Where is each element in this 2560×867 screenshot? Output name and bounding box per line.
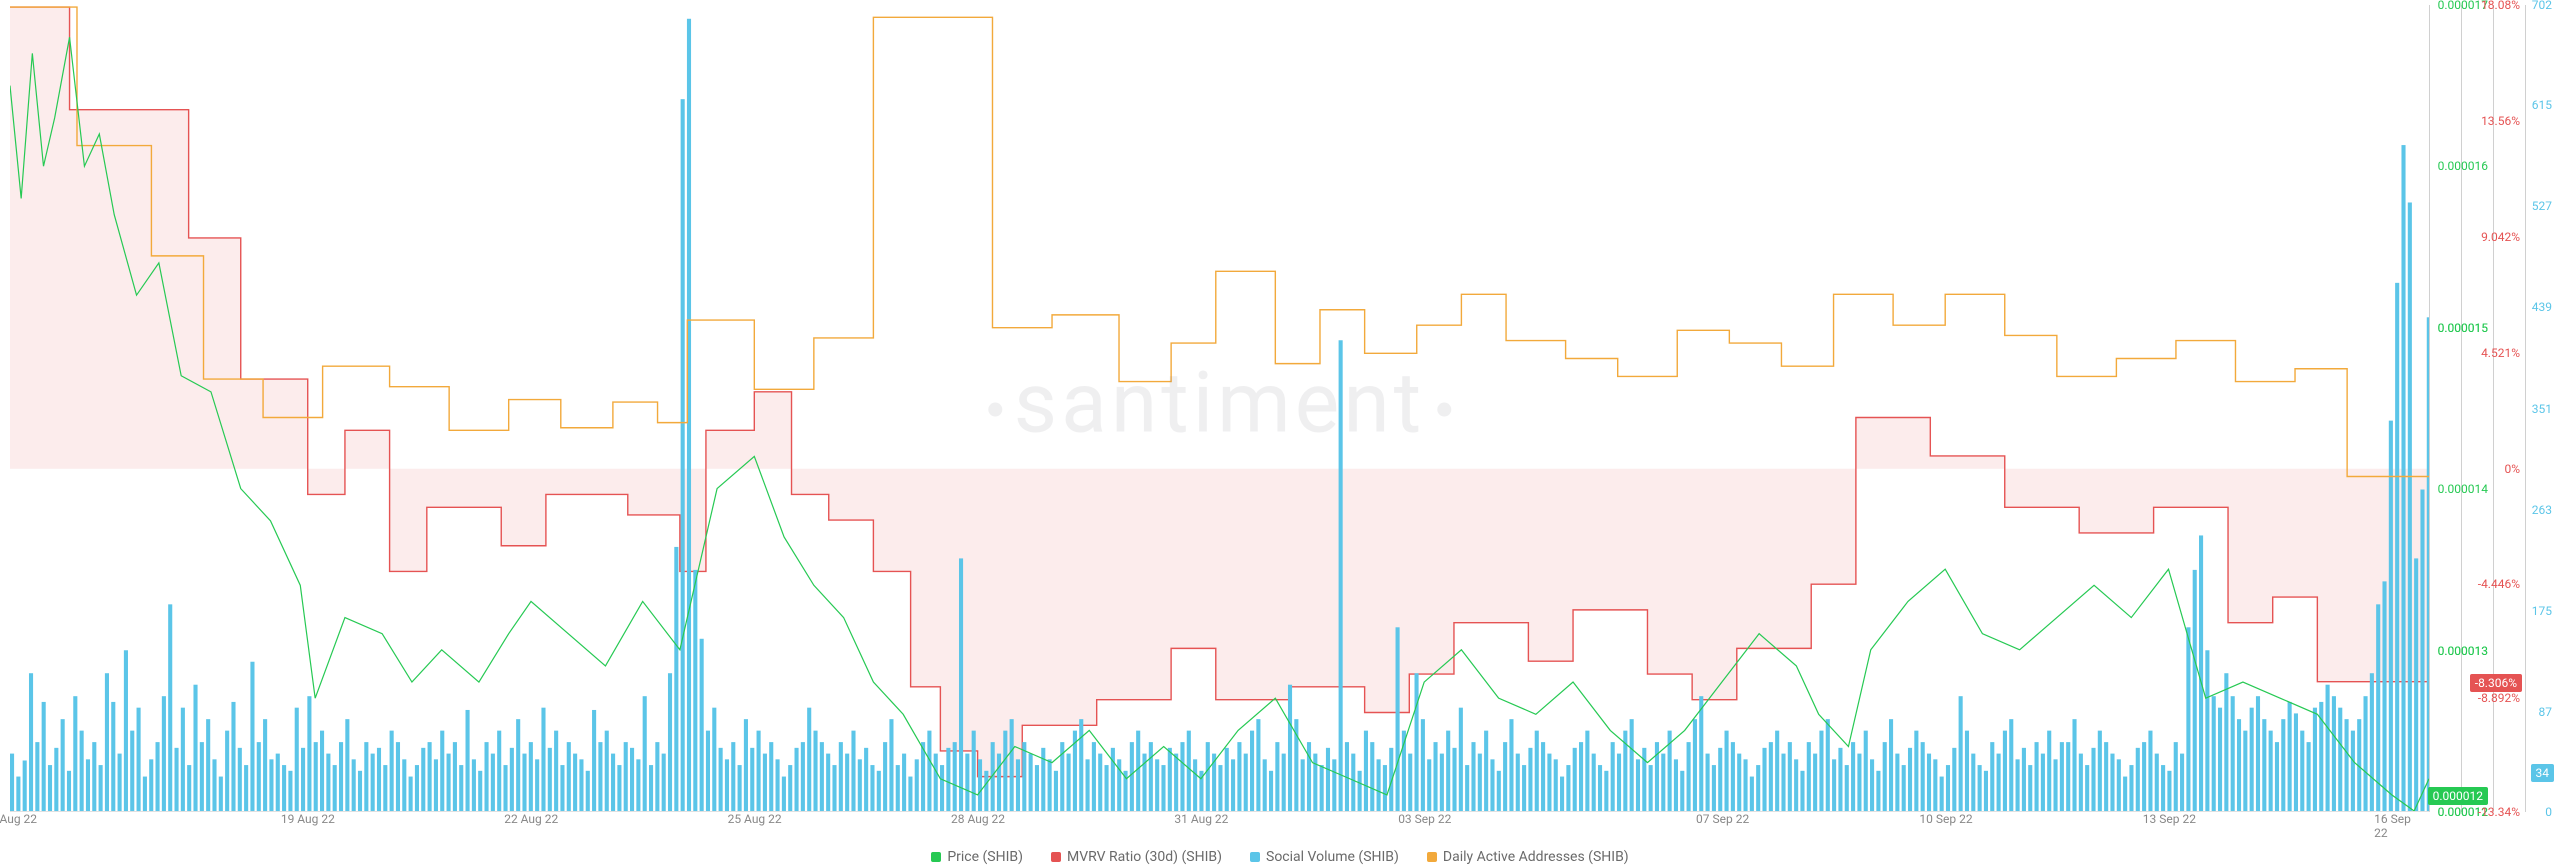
- y-axis-social: 702615527439351263175870: [2524, 5, 2552, 812]
- legend-item[interactable]: MVRV Ratio (30d) (SHIB): [1051, 849, 1222, 865]
- plot-area[interactable]: santiment: [10, 5, 2430, 812]
- legend-item[interactable]: Price (SHIB): [931, 849, 1023, 865]
- x-axis: 15 Aug 2219 Aug 2222 Aug 2225 Aug 2228 A…: [10, 812, 2430, 832]
- price-badge: 0.000012: [2428, 787, 2488, 805]
- legend: Price (SHIB) MVRV Ratio (30d) (SHIB) Socia…: [0, 849, 2560, 865]
- plot-svg: [10, 5, 2429, 811]
- mvrv-badge: -8.306%: [2470, 674, 2522, 692]
- legend-item[interactable]: Daily Active Addresses (SHIB): [1427, 849, 1629, 865]
- chart-container: santiment 0.0000120.0000120.0000130.0000…: [0, 0, 2560, 867]
- legend-item[interactable]: Social Volume (SHIB): [1250, 849, 1399, 865]
- social-badge: 34: [2531, 764, 2555, 782]
